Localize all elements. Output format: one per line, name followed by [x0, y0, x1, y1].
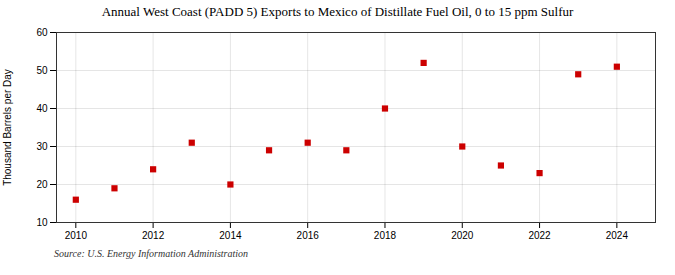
svg-text:2010: 2010: [65, 230, 88, 241]
html-text:Source: U.S. Energy Informatio: Source: U.S. Energy Information Administ…: [54, 248, 249, 259]
svg-text:60: 60: [36, 27, 48, 38]
svg-text:2014: 2014: [219, 230, 242, 241]
html-text:Annual West Coast (PADD 5) Exp: Annual West Coast (PADD 5) Exports to Me…: [101, 4, 574, 19]
svg-text:50: 50: [36, 65, 48, 76]
svg-text:2016: 2016: [297, 230, 320, 241]
svg-text:2012: 2012: [142, 230, 165, 241]
svg-text:2018: 2018: [374, 230, 397, 241]
svg-text:2022: 2022: [528, 230, 551, 241]
svg-text:2024: 2024: [606, 230, 629, 241]
svg-text:10: 10: [36, 217, 48, 228]
svg-text:2020: 2020: [451, 230, 474, 241]
svg-text:20: 20: [36, 179, 48, 190]
svg-text:30: 30: [36, 141, 48, 152]
svg-text:40: 40: [36, 103, 48, 114]
svg-text:Thousand Barrels per Day: Thousand Barrels per Day: [2, 69, 13, 186]
